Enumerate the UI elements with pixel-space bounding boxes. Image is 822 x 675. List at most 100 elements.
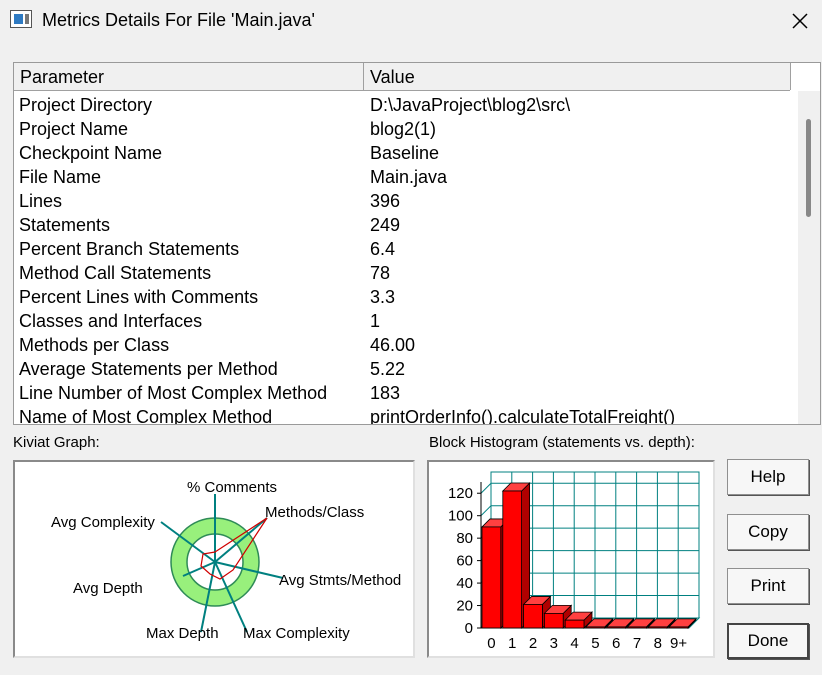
histogram-x-tick-label: 7 [633,635,641,652]
help-button[interactable]: Help [727,459,809,495]
cell-value: printOrderInfo().calculateTotalFreight() [370,407,676,425]
kiviat-axis-label: % Comments [187,479,277,496]
metrics-table[interactable]: Parameter Value Project Directory D:\Java… [13,62,821,425]
cell-value: 46.00 [370,335,416,355]
window-title: Metrics Details For File 'Main.java' [42,10,315,30]
app-icon [10,10,32,28]
print-button[interactable]: Print [727,568,809,604]
table-row[interactable]: File Name Main.java [14,165,798,189]
histogram-y-tick-label: 100 [448,508,473,525]
table-row[interactable]: Statements 249 [14,213,798,237]
cell-parameter: Percent Lines with Comments [19,287,259,307]
histogram-bar [627,626,647,629]
histogram-gridline [480,482,492,494]
cell-parameter: Lines [19,191,63,211]
histogram-gridline [480,505,492,517]
cell-value: Main.java [370,167,448,187]
histogram-bar [544,612,564,629]
table-header: Parameter Value [14,63,791,91]
histogram-y-tick-label: 20 [456,598,473,615]
kiviat-graph: % Comments Methods/Class Avg Stmts/Metho… [13,460,415,658]
close-button[interactable] [778,4,822,38]
histogram-x-tick-label: 8 [654,635,662,652]
kiviat-label: Kiviat Graph: [13,434,100,451]
kiviat-axis-label: Avg Depth [73,580,143,597]
close-icon [792,13,808,29]
title-bar: Metrics Details For File 'Main.java' [0,0,822,42]
cell-parameter: Classes and Interfaces [19,311,203,331]
block-histogram: 0 20 40 60 80 100 120 0 1 2 3 4 5 6 7 8 9+ [427,460,715,658]
table-row[interactable]: Percent Lines with Comments 3.3 [14,285,798,309]
vertical-scrollbar[interactable] [798,91,820,424]
kiviat-polygon [200,517,268,580]
cell-value: 249 [370,215,401,235]
cell-parameter: Statements [19,215,111,235]
copy-button[interactable]: Copy [727,514,809,550]
table-row[interactable]: Classes and Interfaces 1 [14,309,798,333]
cell-parameter: Average Statements per Method [19,359,278,379]
cell-value: D:\JavaProject\blog2\src\ [370,95,571,115]
histogram-label: Block Histogram (statements vs. depth): [429,434,695,451]
kiviat-axis-label: Avg Stmts/Method [279,572,401,589]
table-row[interactable]: Project Name blog2(1) [14,117,798,141]
histogram-x-tick-label: 9+ [670,635,687,652]
cell-parameter: Checkpoint Name [19,143,163,163]
scrollbar-thumb[interactable] [806,119,811,217]
table-row[interactable]: Lines 396 [14,189,798,213]
cell-parameter: Line Number of Most Complex Method [19,383,328,403]
cell-value: 3.3 [370,287,396,307]
histogram-bar [564,619,585,629]
histogram-x-tick-label: 1 [508,635,516,652]
cell-value: blog2(1) [370,119,437,139]
column-header-value[interactable]: Value [364,63,791,90]
cell-parameter: Methods per Class [19,335,170,355]
cell-parameter: Project Name [19,119,129,139]
histogram-bar [668,626,689,629]
histogram-x-tick-label: 0 [487,635,495,652]
histogram-bar [523,604,543,629]
table-row[interactable]: Line Number of Most Complex Method 183 [14,381,798,405]
kiviat-axis-label: Methods/Class [265,504,364,521]
histogram-x-tick-label: 5 [591,635,599,652]
cell-parameter: File Name [19,167,102,187]
cell-value: Baseline [370,143,440,163]
histogram-bar [606,626,627,629]
histogram-bar [585,626,606,629]
cell-parameter: Name of Most Complex Method [19,407,273,425]
cell-value: 1 [370,311,381,331]
kiviat-axis-label: Max Complexity [243,625,350,642]
histogram-bar [502,490,523,629]
histogram-y-tick-label: 120 [448,485,473,502]
histogram-bar [647,626,668,629]
histogram-x-tick-label: 6 [612,635,620,652]
kiviat-axis-label: Max Depth [146,625,219,642]
table-row[interactable]: Project Directory D:\JavaProject\blog2\sr… [14,93,798,117]
cell-value: 5.22 [370,359,406,379]
table-row[interactable]: Average Statements per Method 5.22 [14,357,798,381]
done-button[interactable]: Done [727,623,809,659]
histogram-y-tick-label: 40 [456,575,473,592]
histogram-x-tick-label: 2 [529,635,537,652]
cell-value: 6.4 [370,239,396,259]
histogram-y-tick-label: 0 [465,620,473,637]
table-row[interactable]: Percent Branch Statements 6.4 [14,237,798,261]
table-row[interactable]: Name of Most Complex Method printOrderInf… [14,405,798,425]
cell-value: 183 [370,383,401,403]
cell-parameter: Method Call Statements [19,263,212,283]
kiviat-svg: % Comments Methods/Class Avg Stmts/Metho… [51,479,401,642]
cell-parameter: Project Directory [19,95,153,115]
cell-parameter: Percent Branch Statements [19,239,240,259]
table-row[interactable]: Checkpoint Name Baseline [14,141,798,165]
table-row[interactable]: Method Call Statements 78 [14,261,798,285]
kiviat-axes [160,494,284,633]
table-rows: Project Directory D:\JavaProject\blog2\sr… [14,93,798,425]
cell-value: 396 [370,191,401,211]
histogram-y-tick-label: 60 [456,553,473,570]
kiviat-axis-label: Avg Complexity [51,514,155,531]
column-header-parameter[interactable]: Parameter [14,63,364,90]
histogram-x-tick-label: 3 [550,635,558,652]
histogram-y-tick-label: 80 [456,530,473,547]
cell-value: 78 [370,263,391,283]
table-row[interactable]: Methods per Class 46.00 [14,333,798,357]
